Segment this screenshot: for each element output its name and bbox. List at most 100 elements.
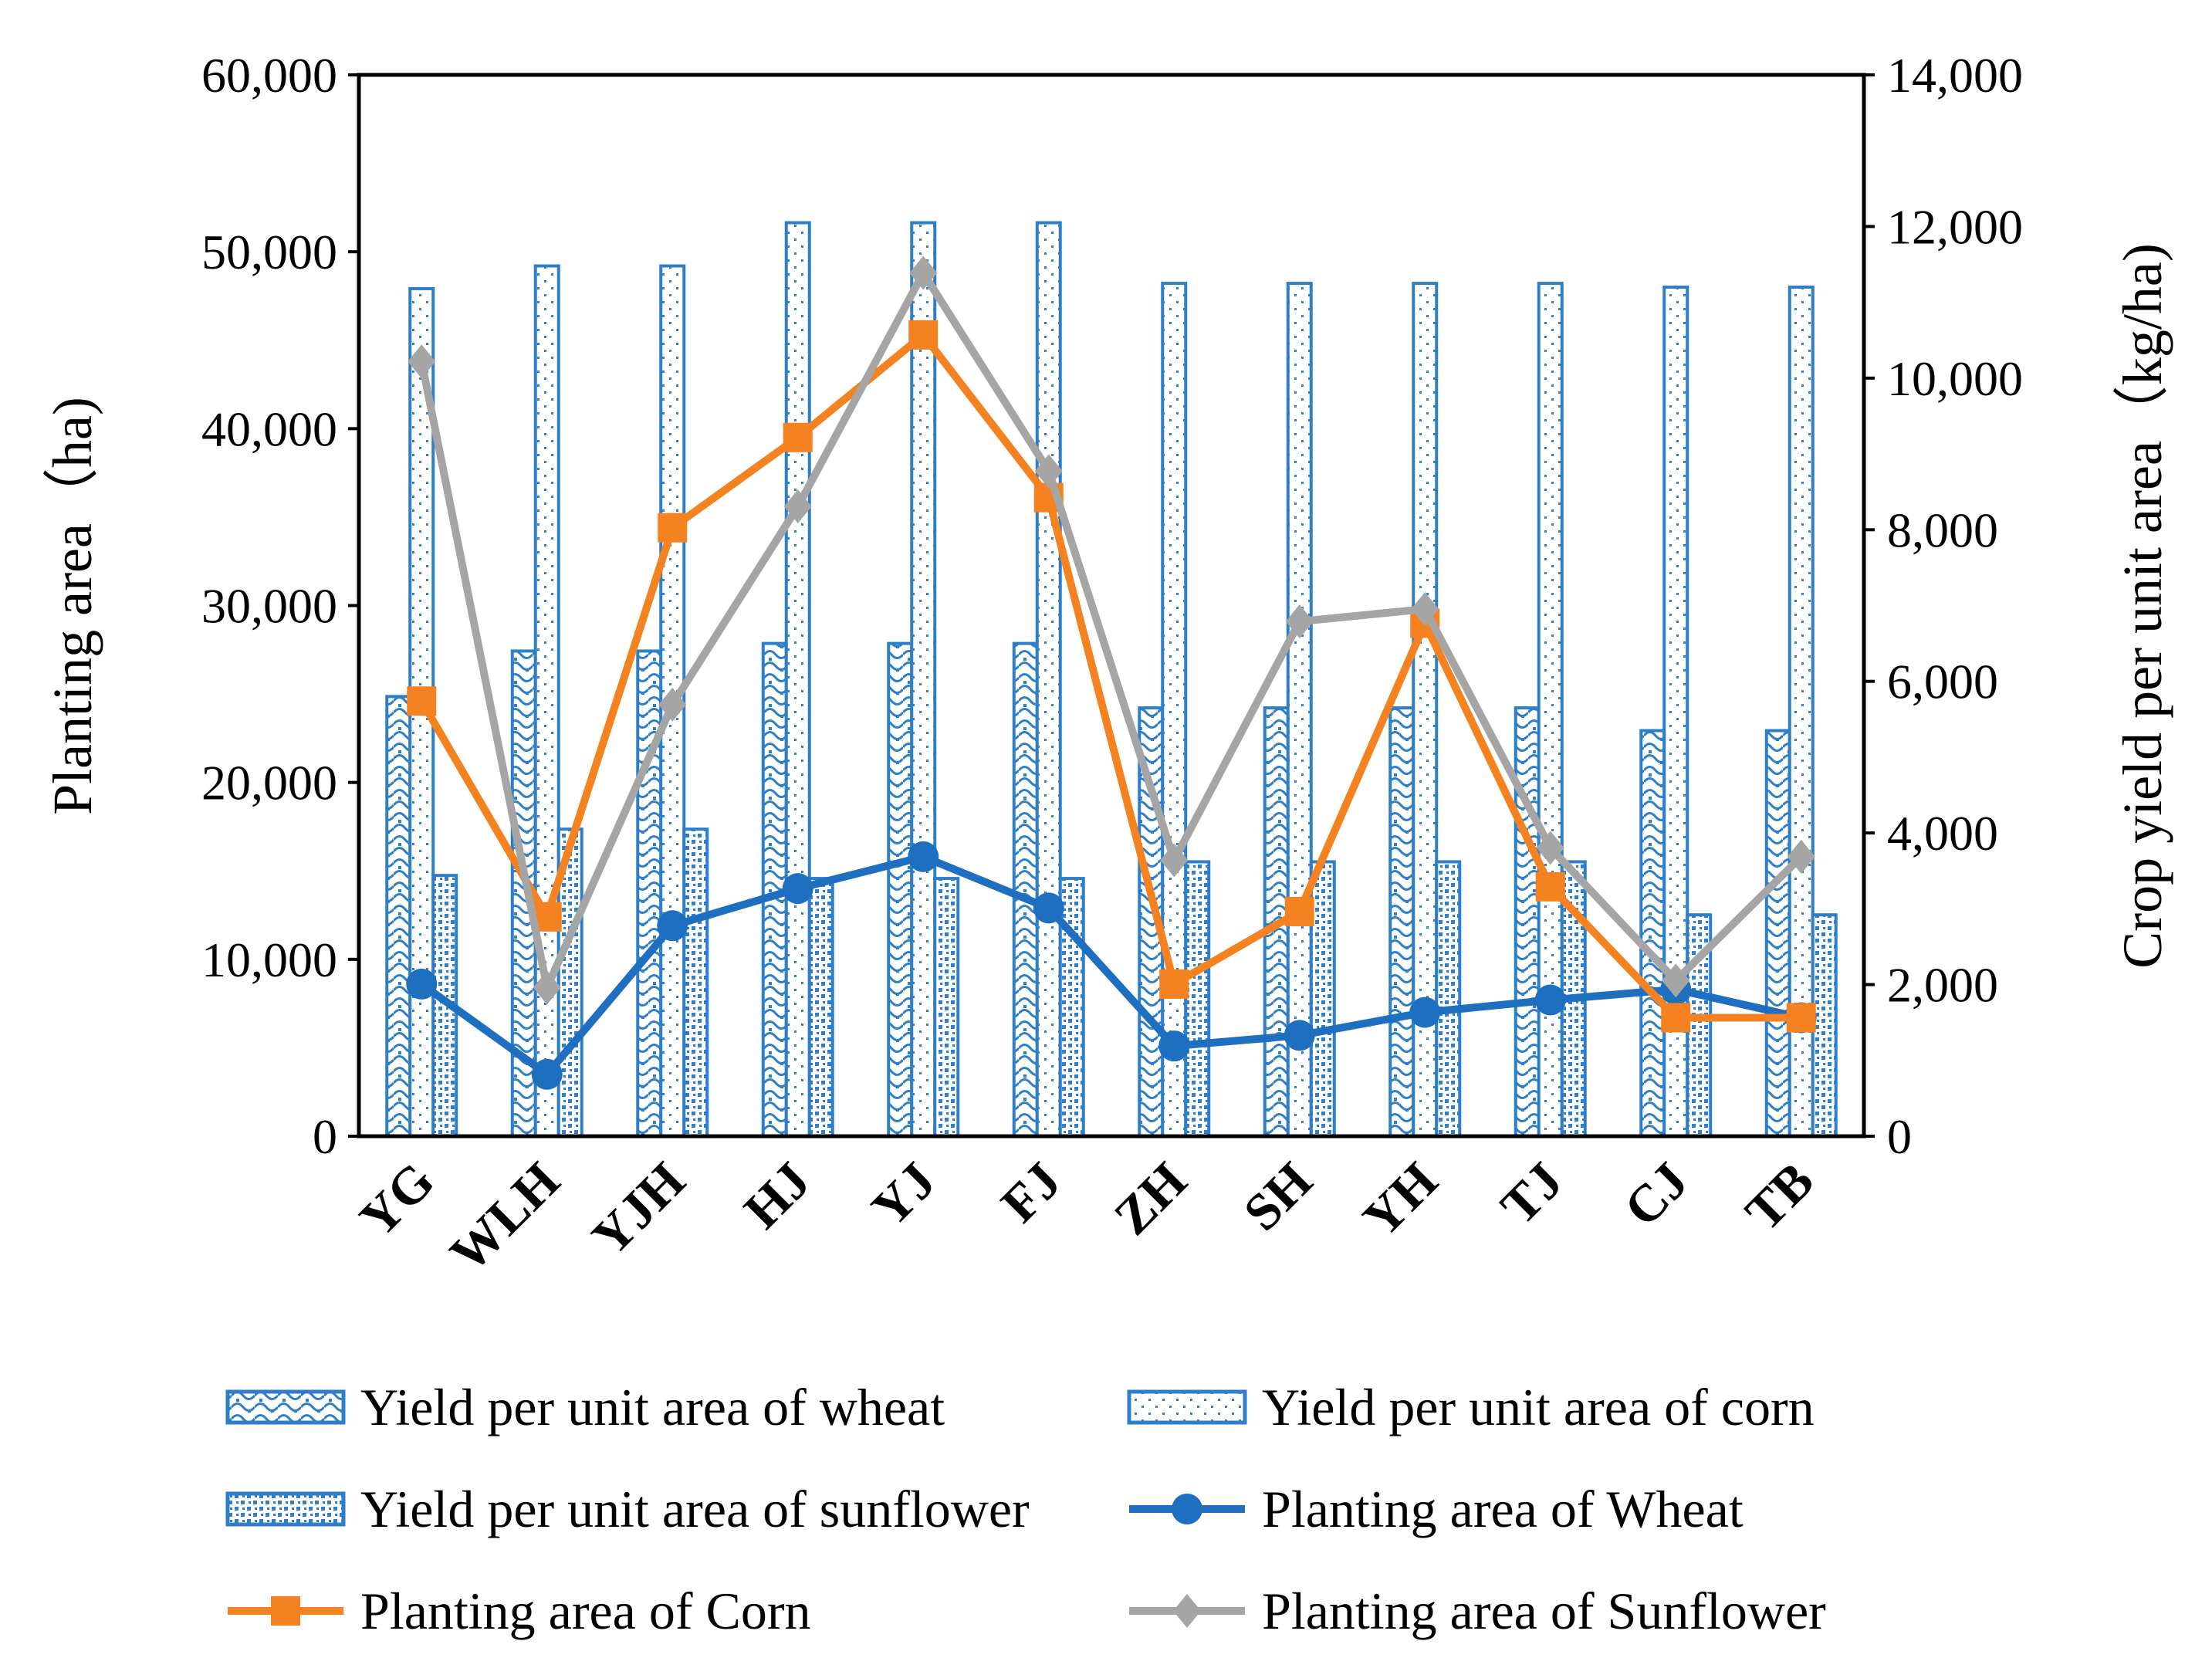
marker-planting-area-of-sunflower-zh [1160, 843, 1189, 878]
right-tick-label: 14,000 [1887, 48, 2023, 103]
bar-wheat-cj [1639, 729, 1666, 1138]
legend-label-planting-area-of-corn: Planting area of Corn [360, 1582, 811, 1640]
category-label-tj: TJ [1490, 1151, 1574, 1236]
bar-wheat-tb [1764, 729, 1791, 1138]
marker-planting-area-of-sunflower-tj [1536, 831, 1564, 865]
left-tick-label: 20,000 [201, 756, 337, 810]
legend-swatch-yield-per-unit-area-of-wheat [225, 1389, 346, 1425]
bar-layer [385, 221, 1838, 1139]
line-planting-area-of-sunflower [418, 269, 1804, 992]
bar-corn-yj [910, 221, 937, 1139]
bar-wheat-yh [1388, 706, 1415, 1138]
line-layer [406, 255, 1817, 1090]
marker-planting-area-of-corn-sh [1284, 896, 1314, 926]
marker-planting-area-of-wheat-wlh [531, 1058, 563, 1090]
legend-marker-planting-area-of-wheat [1172, 1494, 1202, 1524]
marker-planting-area-of-wheat-fj [1033, 892, 1064, 924]
left-tick-label: 60,000 [201, 48, 337, 103]
bar-corn-hj [784, 221, 811, 1139]
bar-sunflower-sh [1309, 860, 1336, 1138]
marker-planting-area-of-wheat-tj [1534, 984, 1566, 1016]
bar-sunflower-tb [1811, 913, 1838, 1138]
marker-planting-area-of-corn-tj [1535, 871, 1565, 902]
category-label-cj: CJ [1612, 1151, 1700, 1238]
marker-planting-area-of-wheat-hj [782, 873, 813, 905]
bar-corn-tb [1788, 286, 1815, 1138]
marker-planting-area-of-sunflower-cj [1662, 963, 1690, 998]
left-tick-label: 10,000 [201, 932, 337, 987]
bar-wheat-yjh [636, 649, 663, 1138]
left-axis: 0 10,000 20,000 30,000 40,000 50,000 60,000 [201, 48, 359, 1164]
legend-swatch-yield-per-unit-area-of-corn [1127, 1389, 1247, 1425]
marker-planting-area-of-sunflower-fj [1034, 454, 1063, 489]
marker-planting-area-of-sunflower-wlh [533, 970, 561, 1005]
bar-sunflower-hj [807, 877, 834, 1138]
bar-sunflower-yjh [682, 827, 709, 1139]
bar-sunflower-yh [1435, 860, 1462, 1138]
marker-planting-area-of-wheat-zh [1158, 1030, 1190, 1062]
bar-sunflower-zh [1184, 860, 1211, 1138]
right-tick-label: 6,000 [1887, 655, 1998, 709]
marker-planting-area-of-corn-yj [908, 320, 939, 350]
bar-sunflower-yj [933, 877, 960, 1138]
right-axis-title: Crop yield per unit area（kg/ha) [2112, 243, 2173, 969]
legend-label-yield-per-unit-area-of-corn: Yield per unit area of corn [1262, 1378, 1815, 1436]
line-planting-area-of-corn [418, 330, 1801, 1022]
bar-wheat-yj [887, 641, 914, 1138]
category-label-hj: HJ [732, 1151, 821, 1240]
left-tick-label: 40,000 [201, 401, 337, 456]
bar-corn-wlh [533, 264, 560, 1138]
marker-planting-area-of-wheat-yjh [657, 910, 688, 942]
marker-planting-area-of-sunflower-sh [1285, 604, 1314, 639]
category-label-zh: ZH [1103, 1151, 1198, 1246]
right-tick-label: 8,000 [1887, 502, 1998, 557]
left-axis-title: Planting area（ha) [42, 397, 103, 815]
right-axis: 0 2,000 4,000 6,000 8,000 10,000 12,000 14,000 [1864, 48, 2023, 1164]
marker-planting-area-of-sunflower-yj [909, 255, 938, 290]
left-tick-label: 0 [313, 1109, 337, 1164]
bar-corn-fj [1035, 221, 1062, 1139]
marker-planting-area-of-sunflower-yg [408, 344, 436, 379]
marker-planting-area-of-sunflower-yjh [658, 687, 687, 722]
category-label-yj: YJ [860, 1151, 947, 1238]
legend-label-planting-area-of-sunflower: Planting area of Sunflower [1262, 1582, 1826, 1640]
legend: Yield per unit area of wheat Yield per un… [225, 1378, 1826, 1640]
right-tick-label: 10,000 [1887, 351, 2023, 406]
right-tick-label: 12,000 [1887, 199, 2023, 254]
marker-planting-area-of-wheat-yh [1409, 996, 1441, 1028]
right-tick-label: 4,000 [1887, 806, 1998, 861]
marker-planting-area-of-corn-zh [1159, 969, 1189, 999]
bar-wheat-tj [1514, 706, 1541, 1138]
legend-label-yield-per-unit-area-of-sunflower: Yield per unit area of sunflower [360, 1480, 1030, 1538]
category-label-sh: SH [1232, 1151, 1323, 1242]
marker-planting-area-of-sunflower-hj [783, 489, 812, 524]
right-tick-label: 0 [1887, 1109, 1912, 1164]
marker-planting-area-of-corn-tb [1786, 1003, 1816, 1033]
category-label-fj: FJ [989, 1151, 1072, 1233]
right-tick-label: 2,000 [1887, 958, 1998, 1013]
bar-wheat-yg [385, 695, 412, 1138]
marker-planting-area-of-corn-yjh [658, 513, 688, 543]
marker-planting-area-of-sunflower-tb [1787, 839, 1815, 874]
category-label-yh: YH [1351, 1151, 1449, 1248]
marker-planting-area-of-wheat-sh [1284, 1020, 1315, 1051]
marker-planting-area-of-corn-yg [407, 686, 437, 716]
bar-wheat-fj [1012, 641, 1039, 1138]
marker-planting-area-of-corn-hj [783, 422, 813, 452]
category-label-yjh: YJH [580, 1151, 696, 1267]
legend-label-yield-per-unit-area-of-wheat: Yield per unit area of wheat [360, 1378, 945, 1436]
left-tick-label: 30,000 [201, 579, 337, 634]
category-label-wlh: WLH [438, 1151, 570, 1283]
marker-planting-area-of-wheat-yg [406, 968, 438, 1000]
marker-planting-area-of-corn-cj [1661, 1003, 1691, 1033]
legend-label-planting-area-of-wheat: Planting area of Wheat [1262, 1480, 1744, 1538]
bar-corn-zh [1161, 282, 1188, 1139]
line-planting-area-of-wheat [419, 852, 1802, 1078]
category-label-yg: YG [348, 1151, 445, 1248]
legend-marker-planting-area-of-corn [271, 1596, 300, 1626]
bar-corn-sh [1286, 282, 1313, 1139]
marker-planting-area-of-wheat-yj [908, 841, 939, 872]
bar-sunflower-fj [1058, 877, 1085, 1138]
